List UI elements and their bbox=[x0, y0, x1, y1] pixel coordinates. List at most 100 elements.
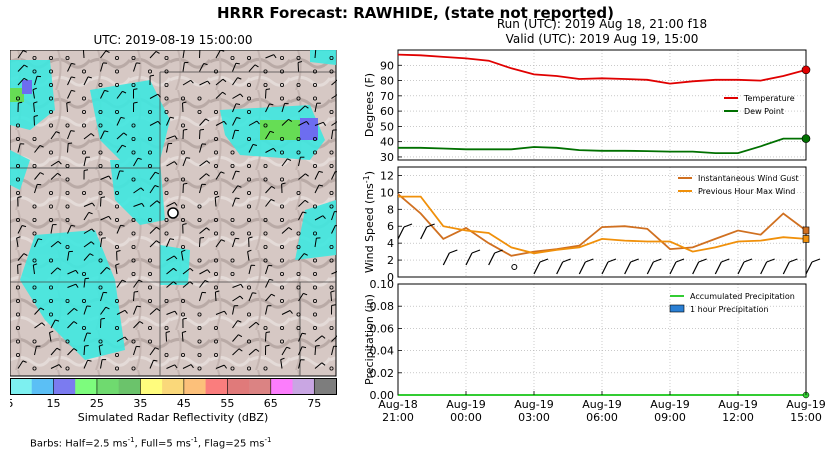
calm-wind-marker bbox=[296, 271, 301, 276]
wind-barb-flag bbox=[304, 199, 309, 204]
wind-barb bbox=[100, 90, 105, 99]
calm-wind-marker bbox=[180, 298, 185, 303]
y-tick-label: 0.04 bbox=[370, 345, 395, 358]
calm-wind-marker bbox=[279, 204, 284, 209]
calm-wind-marker bbox=[115, 110, 120, 115]
wind-barb bbox=[215, 310, 225, 315]
wind-barb bbox=[83, 241, 92, 248]
calm-wind-marker bbox=[98, 258, 103, 263]
wind-barb bbox=[116, 225, 122, 234]
wind-barb-flag bbox=[174, 161, 178, 166]
wind-barb-flag bbox=[157, 93, 161, 98]
calm-wind-marker bbox=[115, 366, 120, 371]
calm-wind-marker bbox=[246, 366, 251, 371]
wind-barb-flag bbox=[471, 249, 481, 254]
wind-barb bbox=[601, 261, 609, 275]
wind-barb-flag bbox=[743, 258, 753, 263]
wind-barb-flag bbox=[106, 266, 111, 270]
wind-barb bbox=[533, 261, 541, 275]
calm-wind-marker bbox=[147, 110, 152, 115]
wind-barb bbox=[100, 130, 105, 140]
wind-barb-flag bbox=[189, 281, 194, 285]
wind-barb bbox=[165, 332, 167, 342]
wind-barb bbox=[166, 310, 176, 315]
calm-wind-marker bbox=[312, 271, 317, 276]
wind-barb-flag bbox=[124, 309, 128, 314]
calm-wind-marker bbox=[164, 96, 169, 101]
wind-barb-flag bbox=[206, 227, 210, 231]
wind-barb bbox=[298, 199, 306, 207]
wind-barb-flag bbox=[255, 321, 260, 326]
legend-label: Temperature bbox=[743, 94, 795, 103]
calm-wind-marker bbox=[263, 244, 268, 249]
wind-barb-flag bbox=[138, 279, 143, 283]
colorbar-cell bbox=[75, 378, 98, 394]
wind-barb bbox=[17, 225, 23, 234]
wind-barb bbox=[265, 103, 270, 113]
wind-barb-flag bbox=[204, 279, 209, 283]
wind-barb-flag bbox=[133, 101, 138, 104]
wind-barb-flag bbox=[539, 258, 549, 263]
wind-barb bbox=[298, 157, 301, 167]
wind-barb bbox=[133, 187, 142, 194]
wind-barb-flag bbox=[39, 144, 44, 148]
wind-barb-flag bbox=[58, 160, 62, 165]
colorbar-cell bbox=[140, 378, 163, 394]
plot-frame bbox=[397, 49, 807, 161]
wind-barb bbox=[646, 261, 654, 275]
wind-barb bbox=[265, 186, 272, 194]
wind-barb bbox=[298, 346, 303, 356]
calm-wind-marker bbox=[65, 244, 70, 249]
wind-barb bbox=[331, 335, 337, 342]
wind-barb-flag bbox=[57, 267, 62, 271]
calm-wind-marker bbox=[279, 56, 284, 61]
series-line bbox=[398, 195, 807, 255]
calm-wind-marker bbox=[65, 123, 70, 128]
wind-barb-flag bbox=[215, 290, 220, 293]
calm-wind-marker bbox=[32, 231, 37, 236]
wind-barb bbox=[115, 265, 118, 275]
calm-wind-marker bbox=[115, 164, 120, 169]
calm-wind-marker bbox=[230, 258, 235, 263]
wind-barb-flag bbox=[105, 306, 110, 310]
wind-barb-flag bbox=[269, 103, 274, 106]
series-endpoint bbox=[802, 235, 810, 243]
wind-barb-flag bbox=[104, 89, 109, 92]
wind-barb-flag bbox=[174, 135, 178, 140]
calm-wind-marker bbox=[65, 177, 70, 182]
wind-barb bbox=[265, 54, 274, 59]
wind-barb bbox=[281, 103, 286, 113]
calm-wind-marker bbox=[213, 271, 218, 276]
wind-barb-flag bbox=[108, 216, 112, 220]
wind-barb-flag bbox=[33, 263, 38, 266]
x-tick-label-time: 03:00 bbox=[518, 411, 550, 424]
wind-barb bbox=[166, 267, 174, 275]
x-tick-label-date: Aug-19 bbox=[582, 398, 621, 411]
calm-wind-marker bbox=[164, 110, 169, 115]
wind-barb bbox=[67, 225, 72, 234]
calm-wind-marker bbox=[312, 298, 317, 303]
wind-barb-flag bbox=[207, 269, 211, 274]
calm-wind-marker bbox=[180, 96, 185, 101]
run-valid-title: Run (UTC): 2019 Aug 18, 21:00 f18 Valid … bbox=[398, 17, 806, 47]
wind-barb bbox=[100, 215, 109, 221]
calm-wind-marker bbox=[147, 137, 152, 142]
series-endpoint bbox=[802, 226, 810, 235]
y-tick-label: 0 bbox=[387, 271, 394, 284]
wind-barb-flag bbox=[221, 239, 226, 242]
wind-barb-flag bbox=[321, 362, 326, 366]
calm-wind-marker bbox=[49, 285, 54, 290]
calm-wind-marker bbox=[164, 190, 169, 195]
wind-barb-flag bbox=[200, 237, 205, 239]
wind-barb bbox=[314, 362, 323, 369]
x-tick-label-date: Aug-18 bbox=[378, 398, 417, 411]
wind-barb-flag bbox=[165, 331, 170, 333]
calm-wind-marker bbox=[312, 96, 317, 101]
wind-barb bbox=[265, 131, 271, 140]
wind-barb bbox=[83, 157, 87, 167]
calm-wind-marker bbox=[82, 123, 87, 128]
calm-wind-marker bbox=[32, 137, 37, 142]
wind-barb-flag bbox=[222, 78, 227, 83]
wind-barb-flag bbox=[265, 344, 270, 347]
wind-barb bbox=[33, 102, 35, 113]
